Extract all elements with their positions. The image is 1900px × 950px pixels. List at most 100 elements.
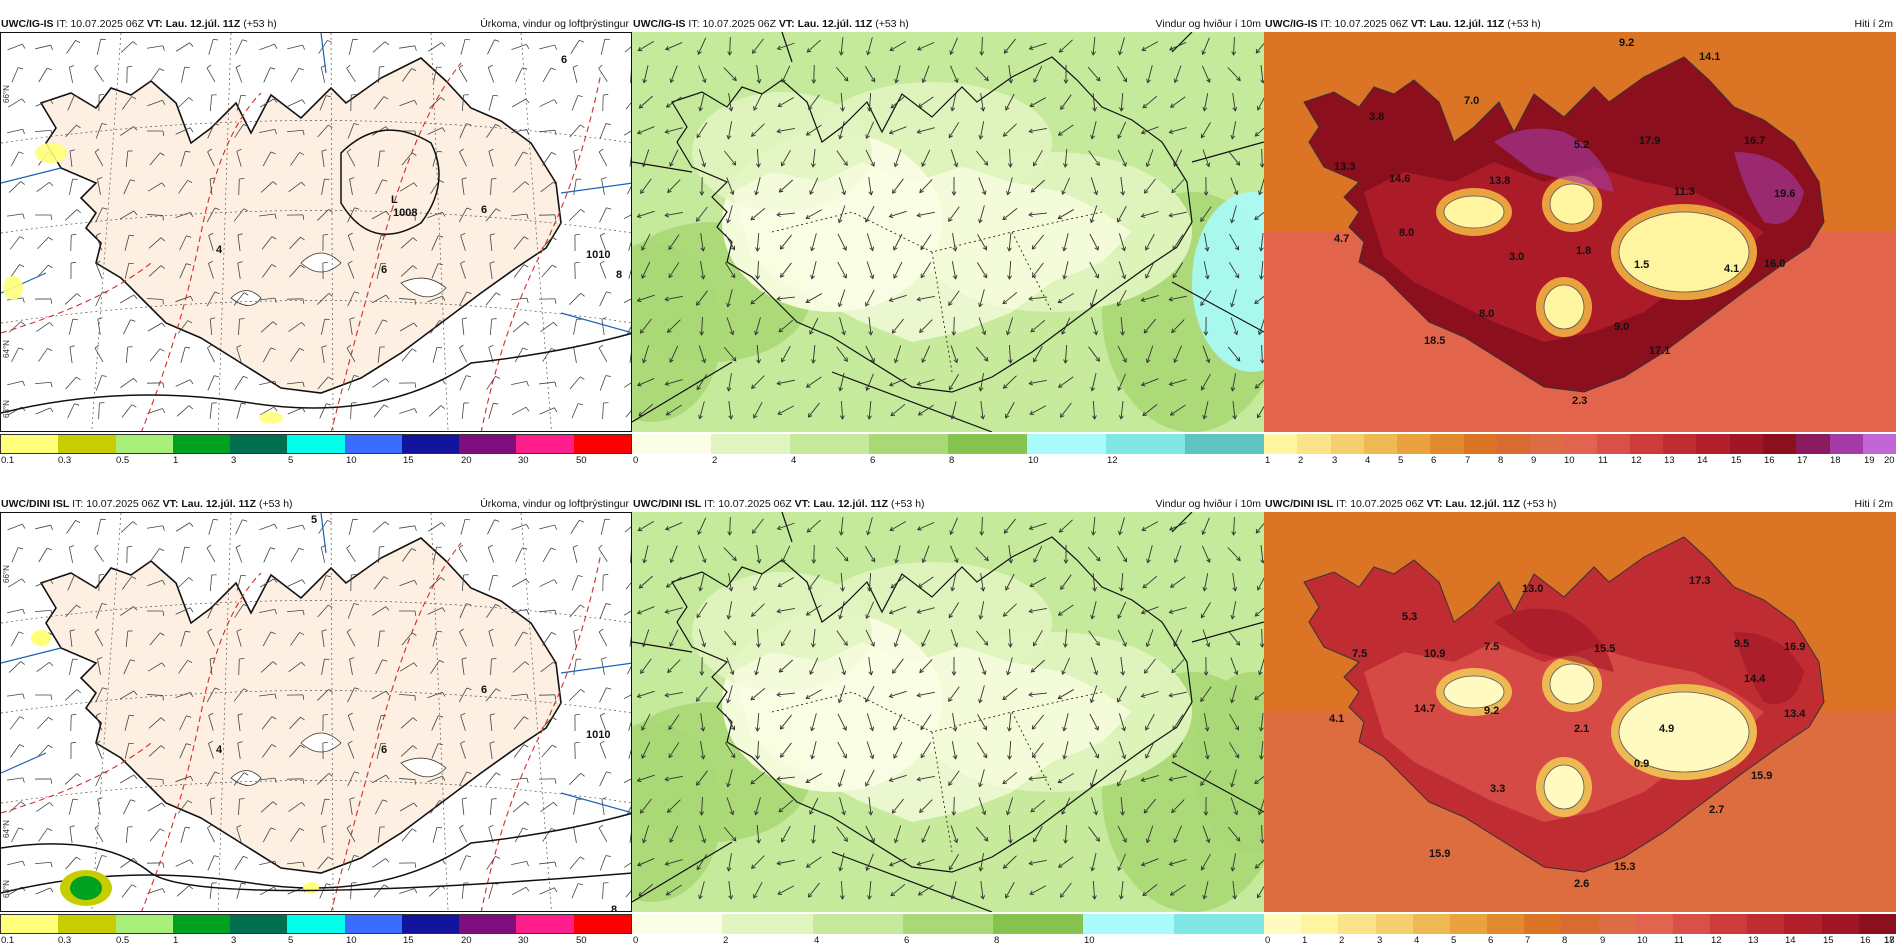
wind-arrow-head xyxy=(777,582,783,588)
wind-barb xyxy=(9,236,21,250)
wind-barb-flag xyxy=(302,298,305,304)
wind-arrow-head xyxy=(1168,129,1174,134)
wind-arrow-head xyxy=(1005,585,1010,591)
wind-arrow-head xyxy=(753,893,758,899)
wind-arrow xyxy=(1260,545,1264,563)
legend-swatch xyxy=(58,915,116,933)
wind-arrow xyxy=(839,797,845,815)
wind-arrow xyxy=(1028,212,1048,216)
wind-arrow-head xyxy=(888,861,894,867)
wind-barb-flag xyxy=(554,44,558,50)
wind-arrow xyxy=(1033,825,1043,843)
wind-barb xyxy=(599,687,607,703)
wind-arrow xyxy=(1201,373,1211,391)
wind-arrow xyxy=(838,177,846,195)
wind-arrow xyxy=(868,572,872,592)
wind-arrow-head xyxy=(870,557,876,563)
wind-arrow xyxy=(866,233,874,251)
wind-barb xyxy=(260,801,274,813)
wind-barb-flag xyxy=(162,862,165,868)
wind-barb-flag xyxy=(301,322,306,327)
map-canvas[interactable] xyxy=(632,512,1264,912)
wind-arrow xyxy=(1141,126,1159,134)
wind-arrow-head xyxy=(696,781,701,786)
wind-arrow xyxy=(1227,826,1241,842)
wind-barb-flag xyxy=(69,825,75,828)
wind-arrow xyxy=(948,290,960,306)
wind-arrow xyxy=(1030,319,1046,333)
wind-arrow-head xyxy=(841,810,846,816)
wind-arrow xyxy=(1228,150,1240,166)
wind-barb xyxy=(94,347,104,363)
wind-arrow xyxy=(892,798,904,814)
wind-barb xyxy=(542,67,552,83)
wind-arrow-head xyxy=(839,895,845,900)
wind-barb xyxy=(95,855,103,871)
temperature-label: 16.0 xyxy=(1764,258,1785,270)
wind-barb xyxy=(317,376,329,390)
wind-barb-flag xyxy=(302,862,305,868)
wind-arrow-head xyxy=(730,245,736,251)
wind-arrow xyxy=(777,212,795,216)
map-canvas[interactable]: 13.0 17.3 5.3 7.5 10.9 7.5 4.1 15.5 9.5 16.9 14.7 9… xyxy=(1264,512,1896,912)
map-canvas[interactable]: 1010 4 6 6 8 5 66°N 64°N 63°N xyxy=(0,512,632,912)
wind-arrow-head xyxy=(805,778,811,783)
map-canvas[interactable]: L 1008 1010 4 6 6 6 8 66°N 64°N 63°N xyxy=(0,32,632,432)
model-name: UWC/DINI ISL xyxy=(633,498,702,510)
wind-barb xyxy=(261,744,273,758)
wind-arrow-head xyxy=(1230,218,1235,224)
wind-arrow xyxy=(756,628,760,648)
wind-arrow-head xyxy=(811,559,817,564)
wind-arrow xyxy=(726,177,734,195)
legend-swatch xyxy=(722,914,813,934)
wind-barb-flag xyxy=(207,628,212,633)
wind-arrow xyxy=(1006,317,1014,335)
wind-arrow-head xyxy=(696,217,701,222)
wind-barb-flag xyxy=(326,883,332,886)
wind-barb xyxy=(347,855,355,871)
panel-header: UWC/DINI ISL IT: 10.07.2025 06Z VT: Lau.… xyxy=(1264,496,1896,512)
wind-barb xyxy=(629,156,631,167)
wind-arrow xyxy=(1033,149,1043,167)
wind-barb-flag xyxy=(598,544,603,549)
wind-arrow xyxy=(868,317,872,335)
wind-barb-flag xyxy=(321,149,327,152)
map-canvas[interactable]: 9.2 14.1 7.0 3.8 13.3 14.6 13.8 5.2 17.9 16.7 11.3… xyxy=(1264,32,1896,432)
wind-arrow-head xyxy=(1032,273,1037,278)
wind-barb-flag xyxy=(321,345,327,348)
legend-tick-label: 11 xyxy=(1674,935,1684,946)
wind-barb-flag xyxy=(348,232,353,236)
wind-arrow xyxy=(1064,148,1068,168)
wind-barb-flag xyxy=(187,800,193,804)
wind-barb-flag xyxy=(159,348,165,352)
map-canvas[interactable] xyxy=(632,32,1264,432)
wind-barb xyxy=(37,236,49,250)
wind-barb-flag xyxy=(274,777,277,783)
wind-arrow xyxy=(726,317,734,335)
legend-tick-label: 5 xyxy=(288,455,294,466)
legend-ticks: 0.1 0.3 0.5 1 3 5 10 15 20 30 50 xyxy=(0,455,632,469)
wind-arrow xyxy=(1118,261,1126,279)
wind-arrow xyxy=(780,234,792,250)
wind-barb-flag xyxy=(522,827,528,831)
wind-arrow-head xyxy=(1063,643,1068,648)
wind-arrow xyxy=(1091,853,1097,871)
wind-arrow-head xyxy=(755,163,761,168)
wind-arrow xyxy=(1169,858,1187,866)
wind-arrow-head xyxy=(1203,191,1209,196)
wind-arrow xyxy=(1029,296,1047,300)
wind-arrow xyxy=(1118,713,1126,731)
wind-barb-flag xyxy=(133,858,138,863)
wind-arrow xyxy=(1203,713,1209,731)
wind-arrow xyxy=(1120,881,1124,899)
wind-arrow-head xyxy=(1095,837,1100,842)
wind-arrow xyxy=(724,742,736,758)
wind-barb-flag xyxy=(186,743,192,746)
wind-arrow-head xyxy=(753,413,758,419)
wind-arrow-head xyxy=(756,559,762,564)
wind-arrow-head xyxy=(916,296,922,302)
wind-barb-flag xyxy=(414,525,417,531)
wind-arrow-head xyxy=(1057,863,1063,868)
wind-arrow-head xyxy=(753,106,758,111)
